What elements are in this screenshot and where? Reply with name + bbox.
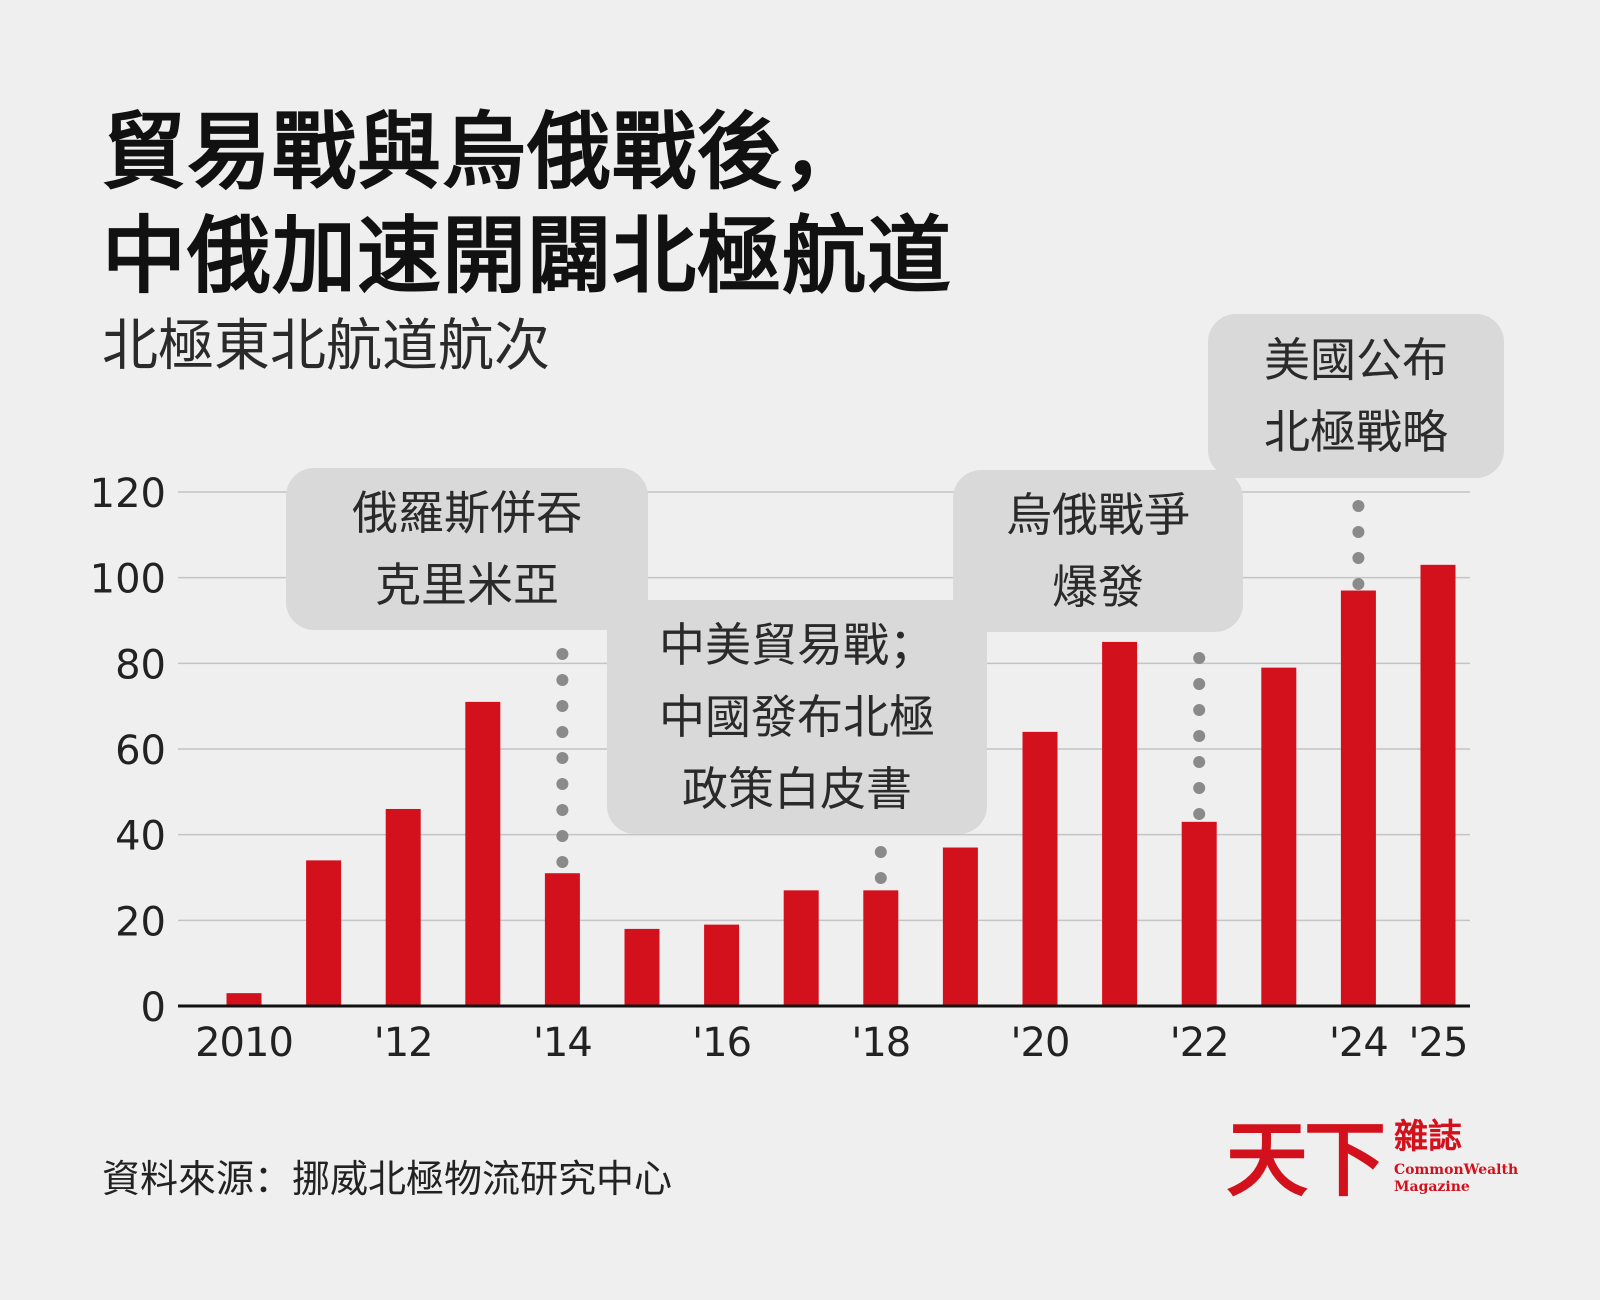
y-tick-label-60: 60 — [115, 728, 166, 774]
annotation-text-2014-0: 俄羅斯併吞 — [352, 486, 582, 540]
bar-2023 — [1261, 667, 1297, 1006]
y-tick-label-120: 120 — [90, 471, 166, 517]
annotation-dot-2024 — [1352, 578, 1365, 590]
logo-magazine-en: CommonWealth Magazine — [1394, 1162, 1518, 1196]
bar-2016 — [704, 924, 740, 1006]
x-tick-label-2025: '25 — [1409, 1020, 1468, 1066]
annotation-dot-2022 — [1193, 808, 1206, 820]
annotation-text-2018-1: 中國發布北極 — [659, 690, 935, 744]
logo-en-line-1: CommonWealth — [1394, 1162, 1519, 1178]
bar-2015 — [624, 928, 660, 1006]
source-note: 資料來源：挪威北極物流研究中心 — [102, 1157, 673, 1201]
y-tick-label-100: 100 — [90, 557, 166, 603]
bar-2014 — [544, 873, 580, 1006]
title-line-2: 中俄加速開闢北極航道 — [102, 207, 953, 305]
annotation-text-2024-0: 美國公布 — [1264, 333, 1448, 387]
y-tick-label-80: 80 — [115, 642, 166, 688]
annotation-text-2014-1: 克里米亞 — [375, 558, 559, 612]
annotation-dot-2014 — [556, 856, 569, 868]
annotation-text-2024-1: 北極戰略 — [1264, 405, 1448, 459]
bar-series — [226, 564, 1456, 1006]
annotation-box-2022 — [953, 470, 1243, 632]
annotation-dot-2022 — [1193, 652, 1206, 664]
logo-magazine-cn: 雜誌 — [1394, 1117, 1462, 1157]
x-tick-label-2016: '16 — [692, 1020, 751, 1066]
x-tick-label-2010: 2010 — [195, 1020, 293, 1066]
annotation-dot-2018 — [874, 872, 887, 884]
annotation-dot-2022 — [1193, 730, 1206, 742]
annotation-box-2018 — [607, 600, 987, 834]
axes: 0 20 40 60 80 100 120 2010 '12 '14 '16 '18 '20 '22 '24… — [90, 471, 1470, 1066]
annotation-dot-2014 — [556, 700, 569, 712]
x-tick-label-2024: '24 — [1329, 1020, 1388, 1066]
y-tick-label-0: 0 — [141, 985, 166, 1031]
annotation-dot-2014 — [556, 830, 569, 842]
logo-mark: 天下 — [1226, 1112, 1386, 1208]
annotation-dot-2014 — [556, 804, 569, 816]
bar-2012 — [385, 808, 421, 1006]
annotation-dot-2024 — [1352, 526, 1365, 538]
annotation-dot-2022 — [1193, 782, 1206, 794]
annotation-dot-2014 — [556, 752, 569, 764]
annotation-dot-2014 — [556, 674, 569, 686]
x-tick-label-2014: '14 — [533, 1020, 592, 1066]
annotation-text-2022-1: 爆發 — [1052, 560, 1144, 614]
annotation-dot-2024 — [1352, 552, 1365, 564]
title-line-1: 貿易戰與烏俄戰後， — [102, 103, 868, 201]
annotation-dot-2022 — [1193, 678, 1206, 690]
x-tick-label-2022: '22 — [1170, 1020, 1229, 1066]
bar-2021 — [1102, 641, 1138, 1006]
annotation-dot-2024 — [1352, 500, 1365, 512]
annotation-dot-2014 — [556, 726, 569, 738]
bar-2020 — [1022, 731, 1058, 1006]
bar-2025 — [1420, 564, 1456, 1006]
x-tick-label-2020: '20 — [1011, 1020, 1070, 1066]
bar-2011 — [306, 860, 342, 1006]
bar-2017 — [783, 890, 819, 1006]
chart-subtitle: 北極東北航道航次 — [102, 314, 550, 379]
bar-2013 — [465, 701, 501, 1006]
annotation-dot-2018 — [874, 846, 887, 858]
annotation-text-2018-2: 政策白皮書 — [682, 762, 912, 816]
commonwealth-logo: 天下 雜誌 CommonWealth Magazine — [1226, 1112, 1518, 1208]
annotation-text-2018-0: 中美貿易戰； — [659, 618, 935, 672]
bar-2018 — [863, 890, 899, 1006]
annotation-box-2014 — [286, 468, 648, 630]
bar-2022 — [1181, 821, 1217, 1006]
chart-title: 貿易戰與烏俄戰後， 中俄加速開闢北極航道 — [102, 100, 952, 308]
annotation-dot-2022 — [1193, 704, 1206, 716]
annotation-dot-2022 — [1193, 756, 1206, 768]
annotation-dot-2014 — [556, 648, 569, 660]
bar-2024 — [1340, 590, 1376, 1006]
y-tick-label-40: 40 — [115, 814, 166, 860]
y-tick-label-20: 20 — [115, 899, 166, 945]
logo-en-line-2: Magazine — [1394, 1179, 1470, 1195]
bar-2019 — [942, 847, 978, 1006]
annotation-dot-2014 — [556, 778, 569, 790]
x-tick-label-2018: '18 — [851, 1020, 910, 1066]
annotation-box-2024 — [1208, 314, 1504, 478]
x-tick-label-2012: '12 — [374, 1020, 433, 1066]
bar-2010 — [226, 993, 262, 1006]
annotation-text-2022-0: 烏俄戰爭 — [1006, 488, 1190, 542]
